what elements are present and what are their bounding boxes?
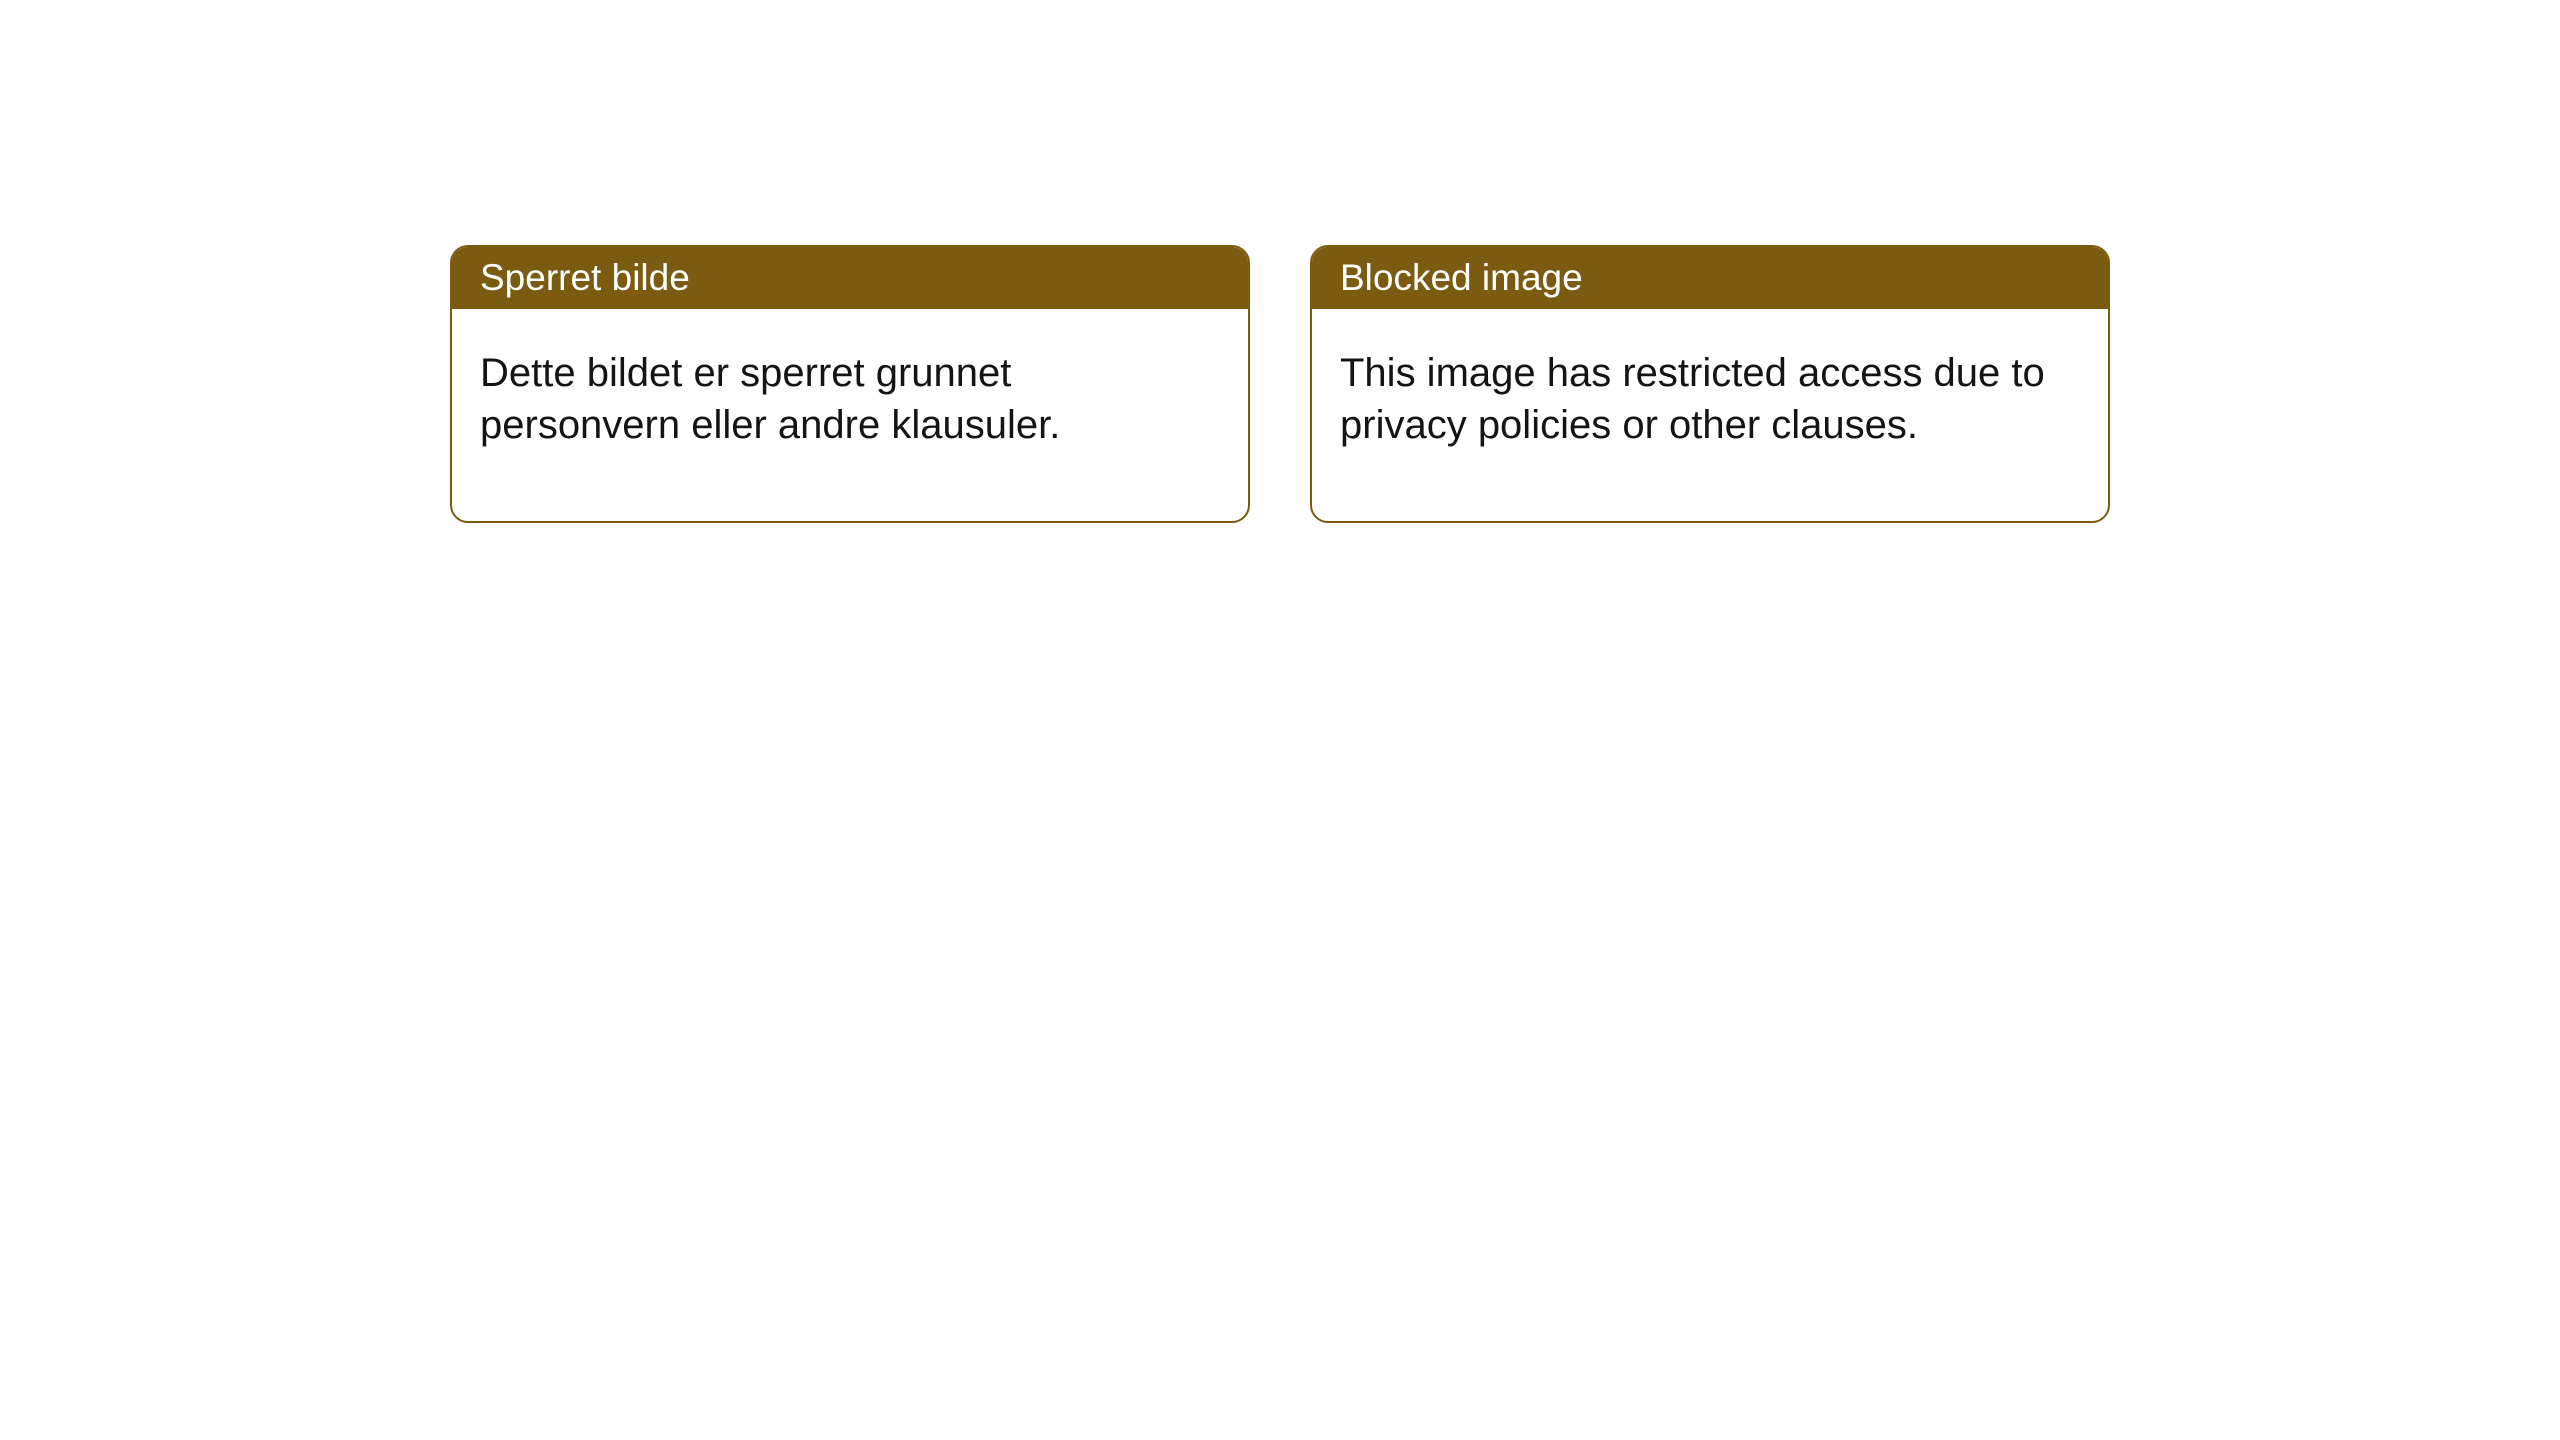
card-header-english: Blocked image [1312, 247, 2108, 309]
notice-card-norwegian: Sperret bilde Dette bildet er sperret gr… [450, 245, 1250, 523]
notice-card-english: Blocked image This image has restricted … [1310, 245, 2110, 523]
notice-cards-container: Sperret bilde Dette bildet er sperret gr… [450, 245, 2110, 523]
card-body-norwegian: Dette bildet er sperret grunnet personve… [452, 309, 1248, 521]
card-header-norwegian: Sperret bilde [452, 247, 1248, 309]
card-body-english: This image has restricted access due to … [1312, 309, 2108, 521]
